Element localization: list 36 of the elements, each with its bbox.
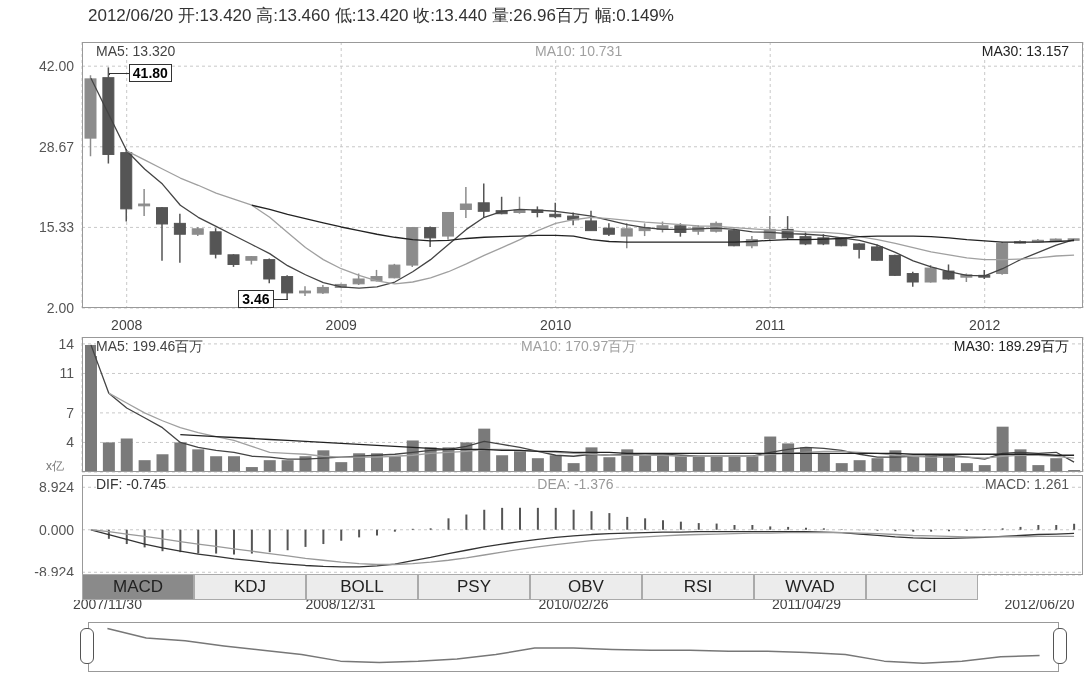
text: CCI [866,574,978,600]
y-tick-label: 14 [58,335,75,352]
text: RSI [642,574,754,600]
text: MA30: 13.157 [981,43,1069,59]
text: MA10: 10.731 [535,43,623,59]
y-tick-label: 4 [66,434,75,451]
y-tick-label: 7 [66,404,75,421]
text: WVAD [754,574,866,600]
x-tick-label: 2010 [540,317,572,333]
series-label: MA5: 199.46百万 [96,338,204,356]
annotation: 41.80 [128,64,172,83]
y-tick-label: 28.67 [38,138,75,155]
y-tick-label: 8.924 [38,479,75,496]
text: MA30: 189.29百万 [953,338,1069,356]
text: MACD [82,574,194,600]
text: MACD: 1.261 [984,476,1069,492]
y-axis-title: x亿 [46,458,64,475]
x-tick-label: 2008 [111,317,143,333]
y-tick-label: 42.00 [38,58,75,75]
annotation: 3.46 [238,290,274,309]
x-tick-label: 2009 [325,317,357,333]
y-tick-label: 0.000 [38,521,75,538]
x-tick-label: 2011 [755,317,786,333]
y-tick-label: 2.00 [46,299,75,316]
chart-title: 2012/06/20 开:13.420 高:13.460 低:13.420 收:13.440 量:26.96百万 幅:0.149% [88,5,674,27]
x-tick-label: 2012 [969,317,1001,333]
text: PSY [418,574,530,600]
text: OBV [530,574,642,600]
text: DEA: -1.376 [537,476,614,492]
series-label: MA5: 13.320 [96,43,176,59]
text: KDJ [194,574,306,600]
text: DIF: -0.745 [96,476,167,492]
text: MA10: 170.97百万 [521,338,637,356]
text: BOLL [306,574,418,600]
y-tick-label: 11 [59,365,75,382]
y-tick-label: 15.33 [38,219,75,236]
